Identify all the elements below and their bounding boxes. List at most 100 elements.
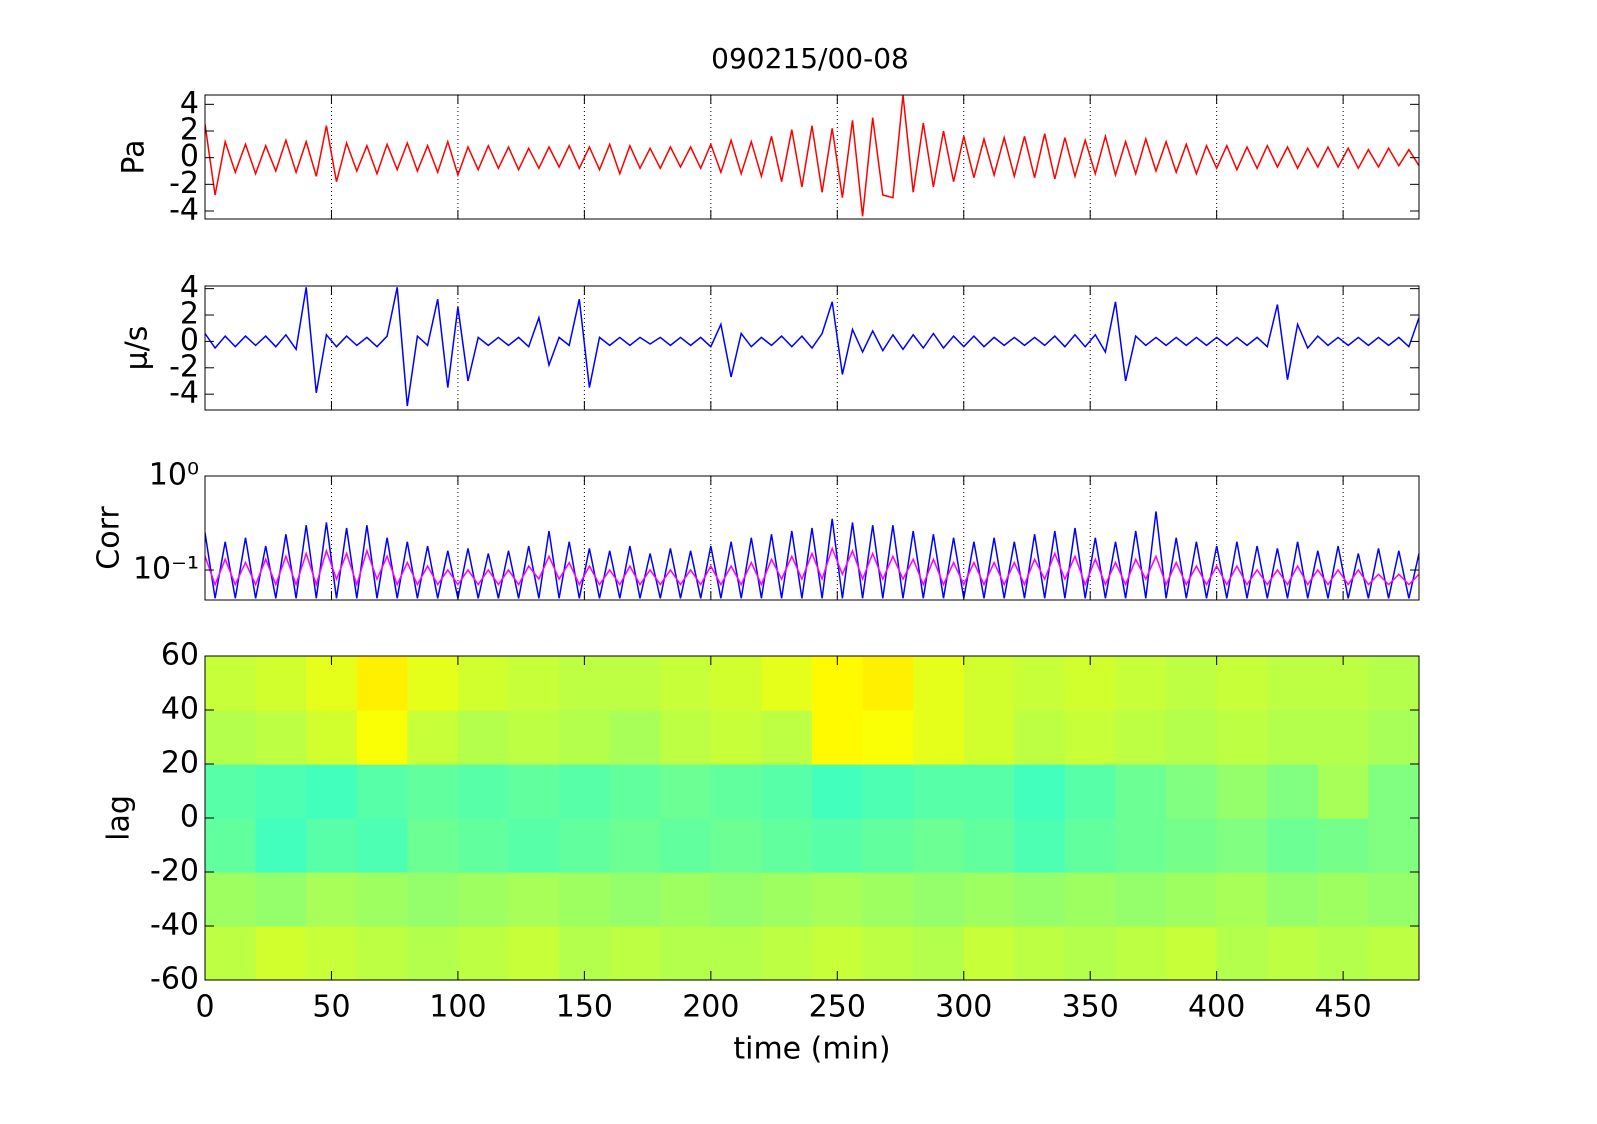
heatmap-cell: [660, 872, 712, 927]
heatmap-cell: [205, 872, 257, 927]
y-tick-label: -4: [169, 193, 199, 228]
x-tick-label: 50: [312, 990, 350, 1025]
heatmap-cell: [660, 656, 712, 711]
axes-frame: [204, 475, 1420, 601]
y-tick-label: -2: [169, 349, 199, 384]
heatmap-cell: [913, 926, 965, 981]
heatmap-cell: [812, 710, 864, 765]
x-tick-label: 100: [429, 990, 486, 1025]
heatmap-cell: [407, 872, 459, 927]
heatmap-cell: [761, 926, 813, 981]
y-axis-label: Pa: [117, 139, 152, 174]
chart-title: 090215/00-08: [711, 42, 909, 75]
heatmap-cell: [963, 710, 1015, 765]
y-axis-label: μ/s: [120, 326, 155, 371]
heatmap-cell: [1368, 872, 1420, 927]
heatmap-cell: [559, 764, 611, 819]
plot-area: [205, 95, 1419, 219]
heatmap-cell: [963, 872, 1015, 927]
y-axis-label: Corr: [92, 506, 127, 570]
heatmap-cell: [913, 818, 965, 873]
heatmap-cell: [1166, 764, 1218, 819]
heatmap-cell: [255, 872, 307, 927]
y-tick-label: 0: [180, 323, 199, 358]
heatmap-cell: [1115, 872, 1167, 927]
x-tick-label: 150: [556, 990, 613, 1025]
heatmap-cell: [609, 872, 661, 927]
heatmap-cell: [1064, 818, 1117, 873]
x-axis-label: time (min): [733, 1032, 890, 1067]
heatmap-cell: [963, 764, 1015, 819]
heatmap-cell: [205, 764, 257, 819]
heatmap-cell: [255, 926, 307, 981]
heatmap-cell: [1317, 872, 1370, 927]
heatmap-cell: [963, 818, 1015, 873]
y-tick-label: 4: [180, 86, 199, 121]
heatmap-cell: [1014, 656, 1066, 711]
heatmap-cell: [1014, 818, 1066, 873]
y-tick-label: 10⁰: [149, 458, 199, 493]
heatmap-cell: [356, 818, 408, 873]
x-tick-label: 450: [1314, 990, 1371, 1025]
heatmap-cell: [1166, 656, 1218, 711]
y-tick-label: 60: [161, 638, 199, 673]
heatmap-cell: [356, 764, 408, 819]
heatmap-cell: [356, 710, 408, 765]
heatmap-cell: [457, 872, 510, 927]
heatmap-cell: [1166, 926, 1218, 981]
heatmap-cell: [1267, 818, 1319, 873]
heatmap-cell: [457, 764, 510, 819]
heatmap-cell: [1115, 926, 1167, 981]
heatmap-cell: [963, 656, 1015, 711]
heatmap-cell: [609, 656, 661, 711]
heatmap-cell: [407, 818, 459, 873]
heatmap-cell: [255, 710, 307, 765]
heatmap-cell: [407, 926, 459, 981]
axes-frame: [204, 94, 1420, 220]
heatmap-cell: [205, 710, 257, 765]
heatmap-cell: [559, 710, 611, 765]
heatmap-cell: [862, 710, 914, 765]
heatmap-cell: [862, 872, 914, 927]
heatmap-cell: [913, 710, 965, 765]
heatmap-cell: [913, 656, 965, 711]
y-tick-label: 20: [161, 746, 199, 781]
heatmap-cell: [1267, 710, 1319, 765]
heatmap-cell: [660, 710, 712, 765]
y-tick-label: -60: [150, 962, 199, 997]
heatmap-cell: [255, 656, 307, 711]
heatmap-cell: [306, 710, 358, 765]
heatmap-cell: [1317, 710, 1370, 765]
heatmap-cell: [862, 926, 914, 981]
y-tick-label: -40: [150, 908, 199, 943]
heatmap-cell: [1166, 818, 1218, 873]
heatmap-cell: [812, 656, 864, 711]
heatmap-cell: [812, 872, 864, 927]
heatmap-cell: [457, 818, 510, 873]
heatmap-cell: [306, 872, 358, 927]
heatmap-cell: [306, 656, 358, 711]
heatmap-cell: [660, 764, 712, 819]
heatmap-cell: [407, 656, 459, 711]
y-tick-label: 2: [180, 113, 199, 148]
heatmap-cell: [1014, 926, 1066, 981]
heatmap-cell: [660, 926, 712, 981]
heatmap-cell: [710, 926, 763, 981]
heatmap-cell: [1064, 656, 1117, 711]
heatmap-cell: [1014, 764, 1066, 819]
heatmap-cell: [205, 926, 257, 981]
y-axis-label: lag: [102, 795, 137, 841]
heatmap-cell: [1064, 710, 1117, 765]
heatmap-cell: [205, 818, 257, 873]
heatmap-cell: [1267, 656, 1319, 711]
heatmap-cell: [710, 764, 763, 819]
heatmap-cell: [1267, 872, 1319, 927]
heatmap-cell: [609, 818, 661, 873]
y-tick-label: -2: [169, 166, 199, 201]
heatmap-cell: [1267, 764, 1319, 819]
y-tick-label: 4: [180, 270, 199, 305]
heatmap-cell: [812, 764, 864, 819]
heatmap-cell: [1115, 818, 1167, 873]
heatmap-cell: [1317, 764, 1370, 819]
heatmap-cell: [306, 764, 358, 819]
